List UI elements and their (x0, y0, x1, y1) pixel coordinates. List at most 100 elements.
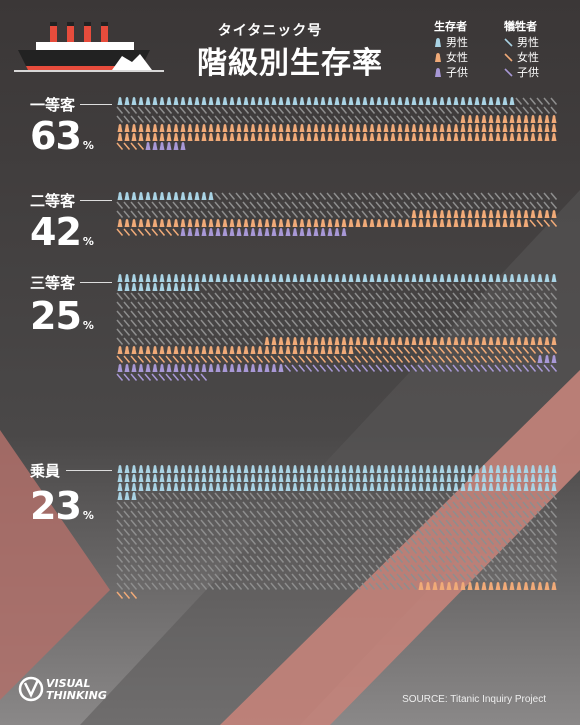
survivor-female-icon (313, 133, 319, 141)
victim-male-icon (459, 546, 467, 554)
survivor-female-icon (502, 133, 508, 141)
victim-male-icon (473, 564, 481, 572)
survivor-male-icon (166, 274, 172, 282)
victim-male-icon (340, 492, 348, 500)
victim-male-icon (291, 519, 299, 527)
victim-male-icon (235, 310, 243, 318)
victim-male-icon (305, 573, 313, 581)
victim-male-icon (144, 301, 152, 309)
victim-male-icon (487, 501, 495, 509)
victim-male-icon (417, 501, 425, 509)
victim-male-icon (501, 546, 509, 554)
victim-male-icon (480, 573, 488, 581)
victim-male-icon (396, 501, 404, 509)
survivor-male-icon (201, 474, 207, 482)
survivor-child-icon (264, 364, 270, 372)
victim-male-icon (319, 492, 327, 500)
victim-male-icon (382, 283, 390, 291)
victim-male-icon (361, 201, 369, 209)
victim-male-icon (193, 564, 201, 572)
victim-male-icon (256, 106, 264, 114)
victim-male-icon (508, 492, 516, 500)
victim-male-icon (361, 301, 369, 309)
victim-male-icon (214, 510, 222, 518)
victim-male-icon (123, 555, 131, 563)
victim-male-icon (368, 319, 376, 327)
victim-male-icon (298, 582, 306, 590)
victim-male-icon (410, 546, 418, 554)
survivor-female-icon (544, 210, 550, 218)
victim-female-icon (333, 355, 341, 363)
survivor-female-icon (138, 124, 144, 132)
victim-male-icon (480, 283, 488, 291)
survivor-child-icon (159, 142, 165, 150)
victim-male-icon (214, 310, 222, 318)
victim-male-icon (494, 310, 502, 318)
victim-male-icon (326, 573, 334, 581)
victim-male-icon (116, 582, 124, 590)
victim-male-icon (431, 283, 439, 291)
survivor-male-icon (523, 274, 529, 282)
victim-male-icon (291, 115, 299, 123)
legend-died-male: 男性 (517, 35, 539, 49)
victim-male-icon (431, 501, 439, 509)
survivor-female-icon (145, 219, 151, 227)
victim-male-icon (179, 292, 187, 300)
victim-male-icon (172, 328, 180, 336)
victim-male-icon (340, 510, 348, 518)
victim-male-icon (550, 564, 558, 572)
victim-male-icon (256, 582, 264, 590)
victim-male-icon (228, 201, 236, 209)
survivor-female-icon (278, 346, 284, 354)
victim-male-icon (172, 510, 180, 518)
victim-male-icon (270, 555, 278, 563)
victim-male-icon (186, 510, 194, 518)
victim-male-icon (186, 106, 194, 114)
survivor-female-icon (404, 337, 410, 345)
victim-male-icon (368, 192, 376, 200)
survivor-female-icon (306, 124, 312, 132)
survivor-male-icon (313, 474, 319, 482)
survivor-female-icon (446, 124, 452, 132)
victim-female-icon (536, 346, 544, 354)
survivor-female-icon (411, 337, 417, 345)
survivor-female-icon (173, 346, 179, 354)
victim-male-icon (508, 283, 516, 291)
victim-male-icon (543, 519, 551, 527)
victim-male-icon (487, 292, 495, 300)
survivor-male-icon (271, 97, 277, 105)
survivor-female-icon (306, 219, 312, 227)
victim-male-icon (480, 292, 488, 300)
victim-male-icon (431, 546, 439, 554)
victim-male-icon (550, 528, 558, 536)
victim-male-icon (550, 283, 558, 291)
victim-male-icon (242, 310, 250, 318)
victim-male-icon (214, 319, 222, 327)
survivor-male-icon (390, 465, 396, 473)
survivor-child-icon (152, 364, 158, 372)
victim-male-icon (424, 106, 432, 114)
victim-male-icon (438, 510, 446, 518)
victim-male-icon (368, 310, 376, 318)
survivor-child-icon (299, 228, 305, 236)
survivor-female-icon (117, 219, 123, 227)
victim-female-icon (382, 346, 390, 354)
victim-male-icon (459, 301, 467, 309)
victim-male-icon (312, 510, 320, 518)
victim-male-icon (312, 301, 320, 309)
survivor-male-icon (201, 97, 207, 105)
victim-male-icon (396, 564, 404, 572)
victim-male-icon (389, 546, 397, 554)
victim-male-icon (375, 519, 383, 527)
victim-male-icon (193, 319, 201, 327)
survivor-male-icon (474, 274, 480, 282)
survivor-male-icon (481, 97, 487, 105)
victim-male-icon (347, 564, 355, 572)
survivor-female-icon (376, 124, 382, 132)
victim-male-icon (382, 106, 390, 114)
victim-male-icon (228, 519, 236, 527)
victim-male-icon (487, 564, 495, 572)
survivor-female-icon (250, 124, 256, 132)
survivor-child-icon (145, 142, 151, 150)
victim-male-icon (466, 319, 474, 327)
